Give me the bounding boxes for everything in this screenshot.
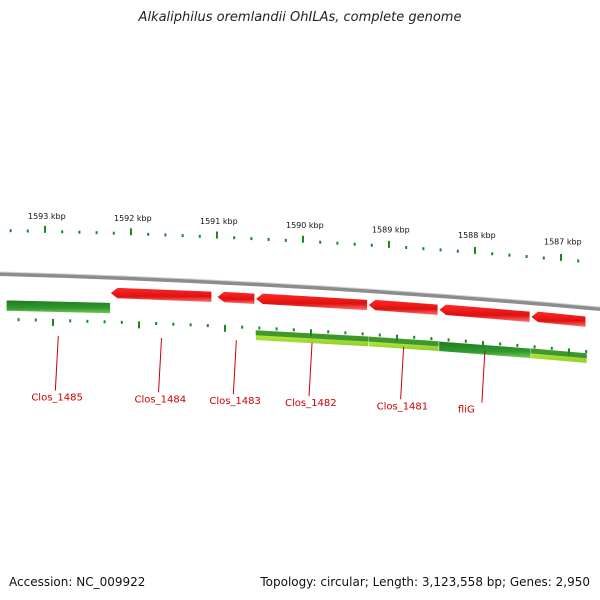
gene-leader-line (481, 350, 486, 403)
scale-label: 1592 kbp (114, 214, 152, 223)
scale-label: 1593 kbp (28, 212, 66, 221)
gene-feature-band-top (530, 348, 587, 359)
gene-label: Clos_1483 (209, 396, 261, 407)
gene-feature-band-top (368, 336, 439, 347)
gene-Clos_1483[interactable] (216, 291, 255, 305)
scale-label: 1589 kbp (372, 226, 410, 235)
scale-ticks-outer (9, 225, 580, 263)
gene-leader-line (158, 337, 163, 393)
gene-arrow[interactable] (6, 299, 111, 314)
gene-arrow[interactable] (216, 291, 255, 305)
gene-leader-line (232, 340, 237, 395)
scale-label: 1591 kbp (200, 217, 238, 226)
genome-backbone-highlight (0, 271, 600, 308)
gene-labels: Clos_1485 Clos_1484 Clos_1483 Clos_1482 Clos… (31, 335, 486, 415)
scale-ticks-inner (17, 318, 588, 356)
scale-label: 1590 kbp (286, 221, 324, 230)
gene-arrow[interactable] (530, 311, 587, 328)
gene-label: fliG (458, 404, 475, 415)
accession-label: Accession: NC_009922 (9, 575, 146, 589)
gene-arrow[interactable] (109, 287, 212, 303)
gene-unnamed[interactable] (530, 311, 588, 364)
genome-stats: Topology: circular; Length: 3,123,558 bp… (260, 575, 590, 589)
gene-leader-line (308, 342, 313, 397)
gene-label: Clos_1481 (377, 401, 429, 412)
gene-leader-line (54, 335, 59, 391)
scale-labels: 1593 kbp 1592 kbp 1591 kbp 1590 kbp 1589 kbp… (28, 212, 582, 247)
gene-Clos_1485[interactable] (6, 299, 111, 314)
gene-Clos_1482[interactable] (255, 292, 369, 347)
gene-arrow[interactable] (367, 299, 439, 316)
gene-label: Clos_1484 (135, 394, 187, 405)
scale-label: 1587 kbp (544, 238, 582, 247)
gene-Clos_1484[interactable] (109, 287, 212, 303)
gene-Clos_1481[interactable] (367, 299, 440, 352)
gene-feature-band-top (255, 330, 369, 342)
scale-label: 1588 kbp (458, 231, 496, 240)
gene-label: Clos_1485 (31, 393, 83, 404)
gene-label: Clos_1482 (285, 398, 337, 409)
genome-backbone (0, 272, 600, 311)
gene-fliG[interactable] (438, 303, 532, 359)
gene-arrow[interactable] (255, 292, 368, 311)
genome-title: Alkaliphilus oremlandii OhILAs, complete… (138, 10, 462, 25)
gene-leader-line (400, 346, 405, 400)
gene-arrow[interactable] (438, 303, 531, 323)
gene-track (6, 287, 588, 364)
